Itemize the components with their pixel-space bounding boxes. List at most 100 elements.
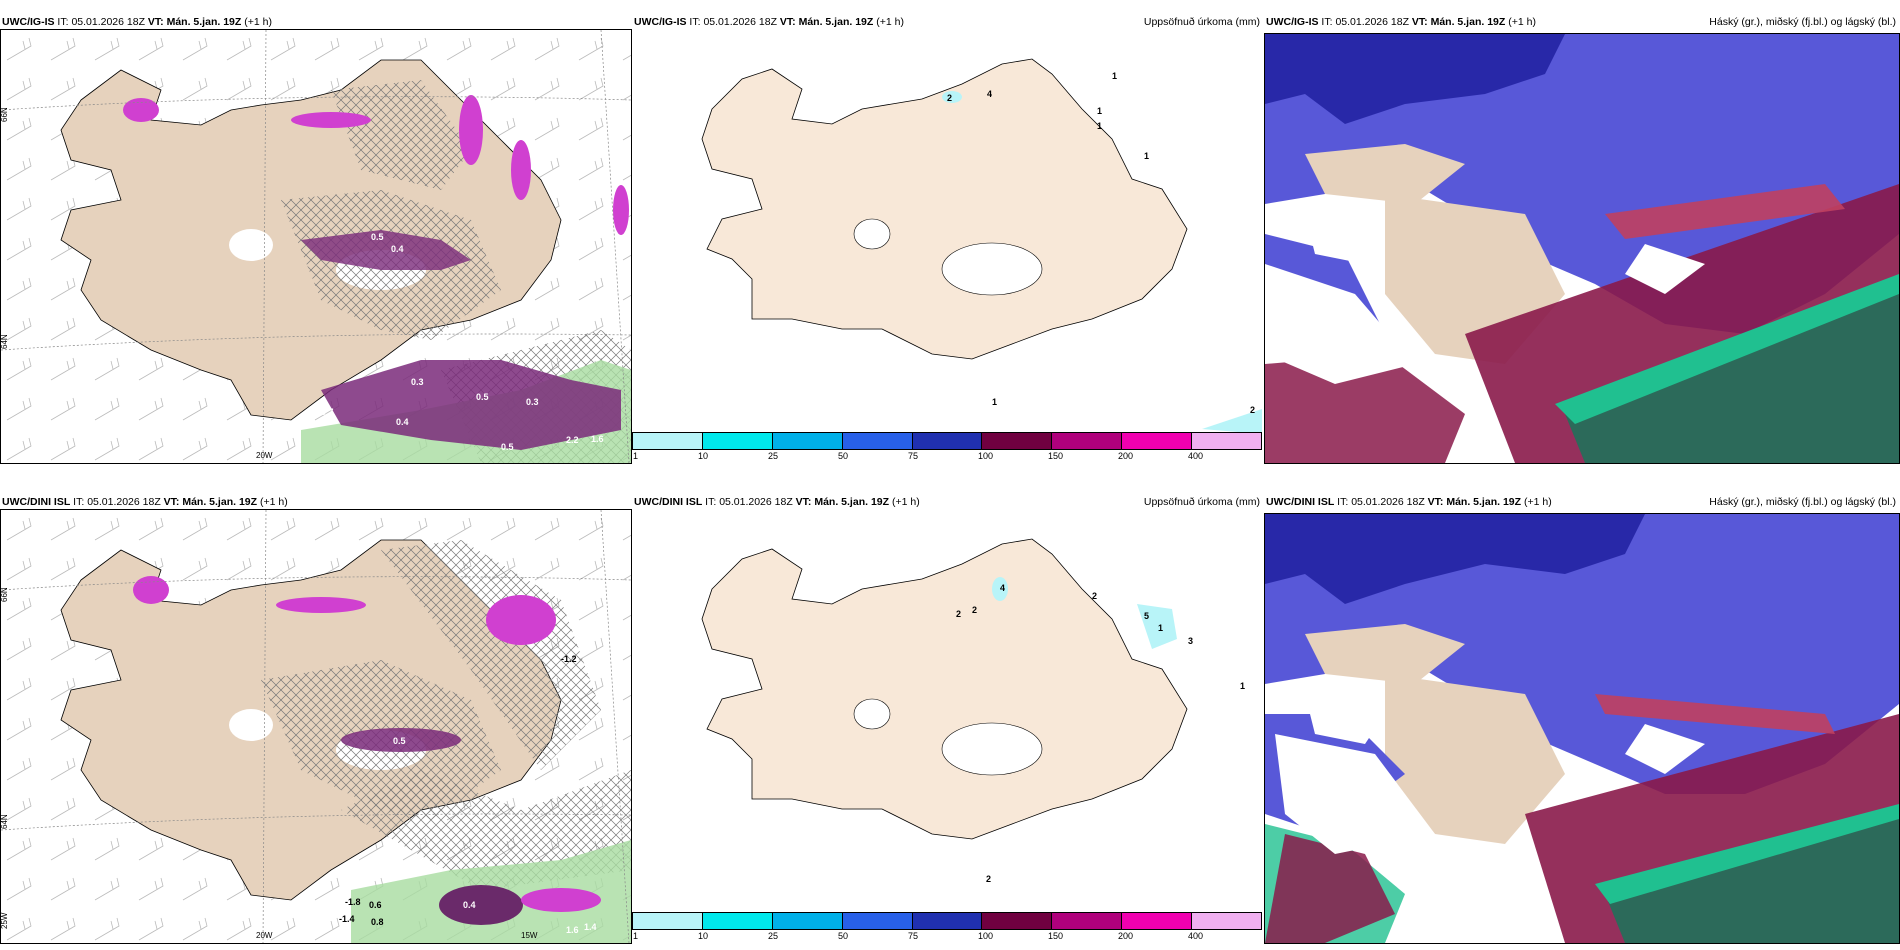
colorbar-swatch	[912, 433, 983, 449]
model-name: UWC/DINI ISL	[1266, 496, 1335, 508]
colorbar-label: 50	[838, 931, 849, 941]
vt-label: VT:	[795, 496, 812, 508]
panel-temp-top: UWC/IG-IS IT: 05.01.2026 18Z VT: Mán. 5.…	[0, 12, 632, 464]
temp-value: 0.8	[371, 917, 384, 927]
precip-value: 1	[1240, 681, 1245, 691]
colorbar-label: 400	[1188, 931, 1204, 941]
panel-title: Háský (gr.), miðský (fj.bl.) og lágský (…	[1709, 496, 1896, 508]
precip-value: 1	[1144, 151, 1149, 161]
vt-value: Mán. 5.jan. 19Z	[182, 496, 258, 508]
temp-value: -1.2	[561, 654, 577, 664]
it-value: 05.01.2026 18Z	[703, 16, 777, 28]
precip-value: 1	[992, 397, 997, 407]
colorbar	[632, 432, 1262, 450]
colorbar-swatch	[1052, 433, 1123, 449]
temp-value: 0.4	[463, 900, 476, 910]
it-label: IT:	[1321, 16, 1333, 28]
precip-value: 2	[1250, 405, 1255, 415]
iceland-land	[701, 538, 1188, 840]
colorbar-label: 100	[978, 451, 994, 461]
temp-value: 0.4	[396, 417, 409, 427]
model-name: UWC/IG-IS	[1266, 16, 1319, 28]
iceland-land	[701, 58, 1188, 360]
temp-value: 0.5	[371, 232, 384, 242]
model-name: UWC/DINI ISL	[2, 496, 71, 508]
precip-value: 1	[1112, 71, 1117, 81]
temp-value: 0.5	[476, 392, 489, 402]
it-value: 05.01.2026 18Z	[719, 496, 793, 508]
temp-value: 0.4	[391, 244, 404, 254]
colorbar-swatch	[633, 433, 703, 449]
it-value: 05.01.2026 18Z	[87, 496, 161, 508]
colorbar-label: 25	[768, 931, 779, 941]
it-value: 05.01.2026 18Z	[71, 16, 145, 28]
panel-precip-bottom: UWC/DINI ISL IT: 05.01.2026 18Z VT: Mán.…	[632, 492, 1264, 944]
precip-value: 1	[1097, 106, 1102, 116]
lead-time: (+1 h)	[1523, 496, 1552, 508]
vt-label: VT:	[147, 16, 164, 28]
precip-value: 1	[1158, 623, 1163, 633]
colorbar-swatch	[1192, 433, 1262, 449]
temp-value: 0.6	[369, 900, 382, 910]
vt-value: Mán. 5.jan. 19Z	[814, 496, 890, 508]
panel-title: Háský (gr.), miðský (fj.bl.) og lágský (…	[1709, 16, 1896, 28]
temp-value: -1.8	[345, 897, 361, 907]
temp-value: 2.2	[566, 435, 579, 445]
vt-value: Mán. 5.jan. 19Z	[1430, 16, 1506, 28]
colorbar-swatch	[772, 433, 843, 449]
map-temp-bottom[interactable]: 66N 64N 25W 20W 15W -1.8 -1.4 0.6 0.8 0.…	[0, 509, 632, 944]
model-name: UWC/IG-IS	[2, 16, 55, 28]
it-label: IT:	[57, 16, 69, 28]
colorbar-swatch	[772, 913, 843, 929]
panel-clouds-top: UWC/IG-IS IT: 05.01.2026 18Z VT: Mán. 5.…	[1264, 12, 1900, 464]
map-clouds-bottom[interactable]	[1264, 513, 1900, 944]
colorbar-label: 400	[1188, 451, 1204, 461]
colorbar-label: 1	[633, 451, 639, 461]
vt-label: VT:	[779, 16, 796, 28]
precip-value: 2	[986, 874, 991, 884]
lon25-label: 25W	[1, 912, 9, 929]
temp-value: 0.3	[411, 377, 424, 387]
colorbar-swatch	[702, 433, 773, 449]
colorbar-label: 200	[1118, 931, 1134, 941]
colorbar-swatch	[633, 913, 703, 929]
vt-label: VT:	[1427, 496, 1444, 508]
colorbar-swatch	[1192, 913, 1262, 929]
colorbar-swatch	[982, 913, 1053, 929]
precip-value: 3	[1188, 636, 1193, 646]
precip-value: 2	[1092, 591, 1097, 601]
it-label: IT:	[73, 496, 85, 508]
lead-time: (+1 h)	[876, 16, 904, 28]
vt-label: VT:	[163, 496, 180, 508]
colorbar	[632, 912, 1262, 930]
colorbar-swatch	[1122, 913, 1193, 929]
lat66-label: 66N	[1, 107, 9, 122]
colorbar-label: 150	[1048, 451, 1064, 461]
panel-precip-top: UWC/IG-IS IT: 05.01.2026 18Z VT: Mán. 5.…	[632, 12, 1264, 464]
precip-value: 4	[1000, 583, 1005, 593]
it-value: 05.01.2026 18Z	[1335, 16, 1409, 28]
map-precip-top[interactable]: 2 4 1 1 1 1 1 2	[632, 29, 1262, 444]
vt-value: Mán. 5.jan. 19Z	[166, 16, 242, 28]
colorbar-label: 1	[633, 931, 639, 941]
colorbar-swatch	[702, 913, 773, 929]
map-precip-bottom[interactable]: 2 2 4 2 5 1 3 1 2	[632, 509, 1262, 924]
colorbar-labels: 1 10 25 50 75 100 150 200 400	[632, 931, 1262, 943]
vt-value: Mán. 5.jan. 19Z	[1446, 496, 1522, 508]
colorbar-swatch	[842, 433, 913, 449]
map-temp-top[interactable]: 66N 64N 20W 0.5 0.4 0.3 0.5 0.4 0.3 0.5 …	[0, 29, 632, 464]
model-name: UWC/DINI ISL	[634, 496, 703, 508]
colorbar-label: 200	[1118, 451, 1134, 461]
lon15-label: 15W	[521, 931, 538, 940]
it-label: IT:	[1337, 496, 1349, 508]
colorbar-swatch	[912, 913, 983, 929]
lead-time: (+1 h)	[1508, 16, 1536, 28]
map-clouds-top[interactable]	[1264, 33, 1900, 464]
temp-value: 0.3	[526, 397, 539, 407]
temp-value: 1.6	[591, 434, 604, 444]
colorbar-label: 10	[698, 931, 709, 941]
lat64-label: 64N	[1, 334, 9, 349]
temp-value: 1.4	[584, 922, 597, 932]
vt-value: Mán. 5.jan. 19Z	[798, 16, 874, 28]
panel-title: Uppsöfnuð úrkoma (mm)	[1143, 496, 1260, 508]
